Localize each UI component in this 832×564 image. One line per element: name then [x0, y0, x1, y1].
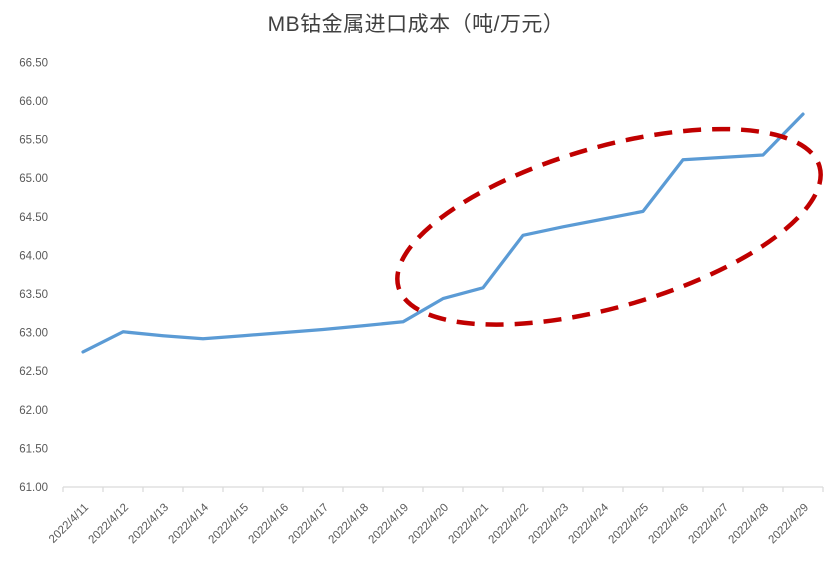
x-axis-label: 2022/4/17: [286, 502, 331, 547]
y-axis-label: 64.50: [19, 212, 48, 224]
x-axis-label: 2022/4/13: [126, 502, 171, 547]
x-axis-label: 2022/4/20: [406, 502, 451, 547]
x-axis-label: 2022/4/19: [366, 502, 411, 547]
x-axis-label: 2022/4/28: [726, 502, 771, 547]
y-axis-label: 66.00: [19, 96, 48, 108]
y-axis-label: 61.50: [19, 443, 48, 455]
y-axis-label: 62.50: [19, 366, 48, 378]
x-axis-label: 2022/4/16: [246, 502, 291, 547]
y-axis-label: 63.00: [19, 328, 48, 340]
x-axis-label: 2022/4/21: [446, 502, 491, 547]
highlight-ellipse-annotation: [395, 126, 823, 327]
x-axis-label: 2022/4/27: [686, 502, 731, 547]
x-axis-label: 2022/4/22: [486, 502, 531, 547]
y-axis-label: 62.00: [19, 405, 48, 417]
x-axis-label: 2022/4/18: [326, 502, 371, 547]
x-axis-label: 2022/4/26: [646, 502, 691, 547]
x-axis-label: 2022/4/23: [526, 502, 571, 547]
cost-line-series: [81, 112, 805, 354]
x-axis-label: 2022/4/24: [566, 501, 611, 546]
x-axis-label: 2022/4/15: [206, 502, 251, 547]
y-axis-label: 66.50: [19, 57, 48, 69]
y-axis-label: 64.00: [19, 250, 48, 262]
y-axis-label: 65.50: [19, 135, 48, 147]
chart-title: MB钴金属进口成本（吨/万元）: [267, 13, 565, 36]
x-axis-label: 2022/4/29: [766, 502, 811, 547]
x-axis-label: 2022/4/12: [86, 502, 131, 547]
x-axis-label: 2022/4/25: [606, 502, 651, 547]
y-axis-label: 63.50: [19, 289, 48, 301]
y-axis-label: 61.00: [19, 482, 48, 494]
x-axis-label: 2022/4/11: [47, 502, 91, 546]
x-axis-label: 2022/4/14: [166, 501, 211, 546]
y-axis-label: 65.00: [19, 173, 48, 185]
